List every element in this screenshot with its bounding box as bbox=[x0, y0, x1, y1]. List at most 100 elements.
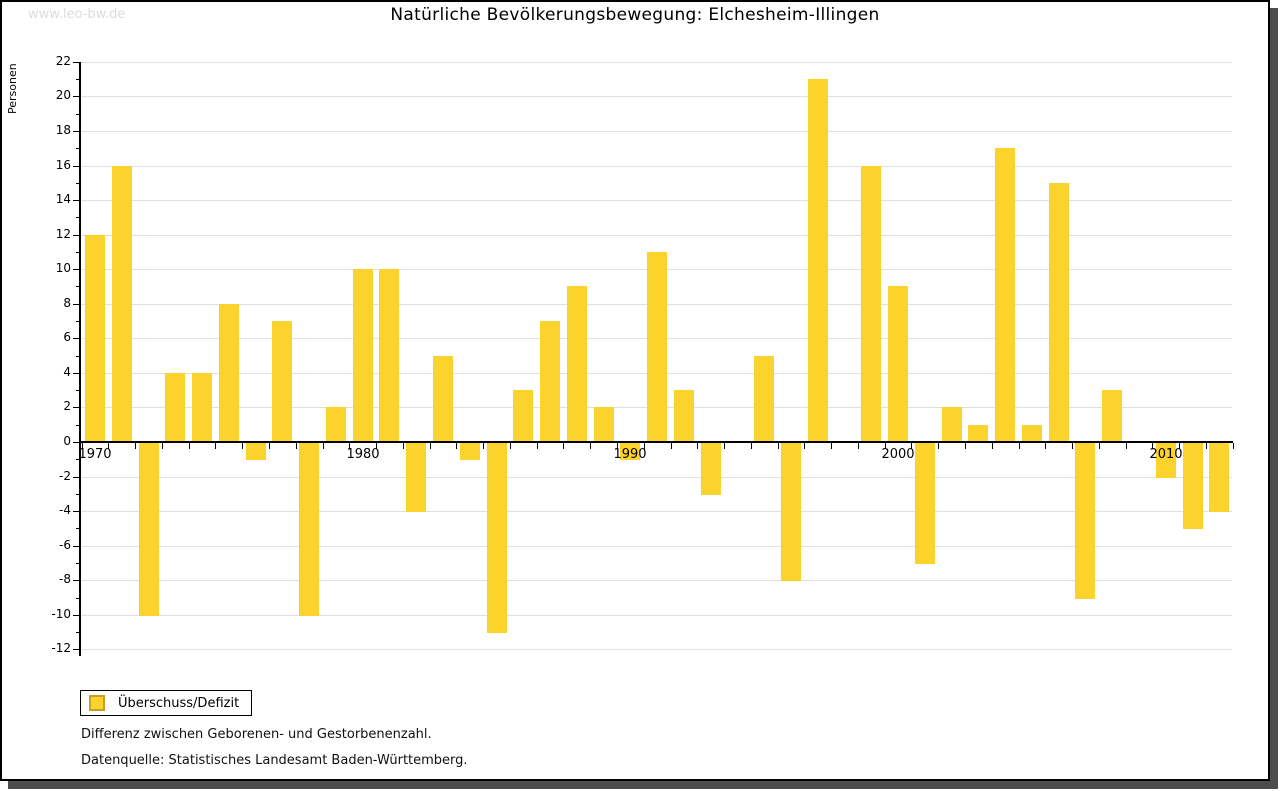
y-tick bbox=[73, 442, 79, 443]
x-tick bbox=[215, 443, 216, 449]
x-tick bbox=[831, 443, 832, 449]
x-tick bbox=[1152, 443, 1153, 449]
gridline bbox=[80, 96, 1232, 97]
bar-1980 bbox=[353, 269, 373, 442]
bar-2000 bbox=[888, 286, 908, 442]
x-tick bbox=[189, 443, 190, 449]
bar-2012 bbox=[1209, 443, 1229, 512]
bar-1973 bbox=[165, 373, 185, 442]
gridline bbox=[80, 580, 1232, 581]
x-tick bbox=[644, 443, 645, 449]
footnote-source: Datenquelle: Statistisches Landesamt Bad… bbox=[81, 753, 468, 768]
y-axis-label: 22 bbox=[55, 54, 71, 68]
footnote-description: Differenz zwischen Geborenen- und Gestor… bbox=[81, 727, 432, 742]
y-axis-label: 10 bbox=[55, 261, 71, 275]
bar-1999 bbox=[861, 166, 881, 442]
x-axis-label-1980: 1980 bbox=[346, 447, 380, 462]
gridline bbox=[80, 131, 1232, 132]
y-tick bbox=[76, 494, 79, 495]
y-axis-label: -6 bbox=[59, 538, 71, 552]
x-tick bbox=[858, 443, 859, 449]
x-tick bbox=[563, 443, 564, 449]
gridline bbox=[80, 235, 1232, 236]
y-tick bbox=[76, 356, 79, 357]
gridline bbox=[80, 166, 1232, 167]
bar-1990 bbox=[620, 443, 640, 460]
x-tick bbox=[483, 443, 484, 449]
y-tick bbox=[73, 269, 79, 270]
x-tick bbox=[617, 443, 618, 449]
y-axis-label: 4 bbox=[63, 365, 71, 379]
y-tick bbox=[73, 615, 79, 616]
x-tick bbox=[1126, 443, 1127, 449]
x-tick bbox=[537, 443, 538, 449]
bar-1982 bbox=[406, 443, 426, 512]
y-axis-label: -2 bbox=[59, 469, 71, 483]
x-tick bbox=[1099, 443, 1100, 449]
x-tick bbox=[82, 443, 83, 449]
y-tick bbox=[76, 252, 79, 253]
y-tick bbox=[76, 563, 79, 564]
bar-1988 bbox=[567, 286, 587, 442]
y-tick bbox=[76, 528, 79, 529]
y-axis-label: 2 bbox=[63, 399, 71, 413]
y-tick bbox=[76, 148, 79, 149]
y-axis-line bbox=[79, 62, 81, 656]
bar-1991 bbox=[647, 252, 667, 442]
y-axis-label: -4 bbox=[59, 503, 71, 517]
bar-2002 bbox=[942, 407, 962, 442]
bar-1981 bbox=[379, 269, 399, 442]
y-tick bbox=[73, 407, 79, 408]
y-tick bbox=[76, 217, 79, 218]
y-tick bbox=[76, 390, 79, 391]
gridline bbox=[80, 615, 1232, 616]
x-tick bbox=[269, 443, 270, 449]
x-tick bbox=[965, 443, 966, 449]
y-axis-label: -8 bbox=[59, 572, 71, 586]
watermark: www.leo-bw.de bbox=[28, 7, 126, 22]
y-axis-label: -12 bbox=[51, 641, 71, 655]
bar-2010 bbox=[1156, 443, 1176, 478]
y-tick bbox=[73, 373, 79, 374]
legend-swatch-icon bbox=[89, 695, 105, 711]
bar-1997 bbox=[808, 79, 828, 442]
bar-1976 bbox=[246, 443, 266, 460]
chart-title: Natürliche Bevölkerungsbewegung: Elchesh… bbox=[390, 5, 880, 25]
gridline bbox=[80, 477, 1232, 478]
x-tick bbox=[1072, 443, 1073, 449]
y-tick bbox=[73, 235, 79, 236]
bar-1985 bbox=[487, 443, 507, 633]
x-tick bbox=[376, 443, 377, 449]
y-tick bbox=[73, 649, 79, 650]
y-tick bbox=[76, 286, 79, 287]
x-tick bbox=[590, 443, 591, 449]
bar-2007 bbox=[1075, 443, 1095, 599]
y-axis-label: 12 bbox=[55, 227, 71, 241]
bar-1970 bbox=[85, 235, 105, 442]
y-tick bbox=[73, 511, 79, 512]
plot-area: 22 20 18 16 14 12 10 8 6 4 2 0 -2 -4 -6 -8 -10 -12 1970 198… bbox=[2, 2, 1268, 702]
y-tick bbox=[73, 477, 79, 478]
bar-2003 bbox=[968, 425, 988, 442]
bar-1992 bbox=[674, 390, 694, 442]
bar-1984 bbox=[460, 443, 480, 460]
y-tick bbox=[73, 304, 79, 305]
y-tick bbox=[73, 546, 79, 547]
x-tick bbox=[724, 443, 725, 449]
x-tick bbox=[697, 443, 698, 449]
bar-2004 bbox=[995, 148, 1015, 442]
x-tick bbox=[1019, 443, 1020, 449]
x-tick bbox=[778, 443, 779, 449]
bar-2006 bbox=[1049, 183, 1069, 442]
y-tick bbox=[73, 62, 79, 63]
y-tick bbox=[76, 598, 79, 599]
x-axis-label-1990: 1990 bbox=[613, 447, 647, 462]
bar-2001 bbox=[915, 443, 935, 564]
x-tick bbox=[885, 443, 886, 449]
x-tick bbox=[751, 443, 752, 449]
x-tick bbox=[1233, 443, 1234, 449]
x-tick bbox=[108, 443, 109, 449]
x-axis-label-1970: 1970 bbox=[78, 447, 112, 462]
x-tick bbox=[938, 443, 939, 449]
x-tick bbox=[456, 443, 457, 449]
